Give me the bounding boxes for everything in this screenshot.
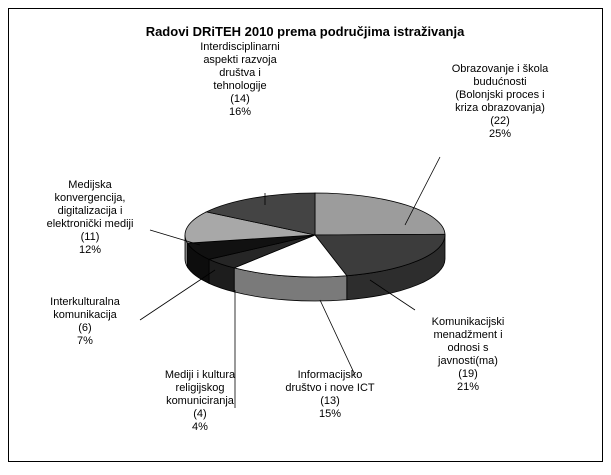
percentage-label: 15% [319, 408, 341, 420]
category-label: Komunikacijski menadžment i odnosi s javnos… [432, 316, 505, 367]
leader-line [404, 156, 441, 226]
percentage-label: 21% [457, 381, 479, 393]
value-label: (22) [490, 115, 510, 127]
chart-title: Radovi DRiTEH 2010 prema područjima istr… [146, 24, 465, 39]
percentage-label: 12% [79, 244, 101, 256]
slice [232, 234, 348, 278]
slice [184, 211, 316, 244]
percentage-label: 4% [192, 421, 208, 433]
category-label: Interdisciplinarni aspekti razvoja društva… [200, 41, 279, 92]
category-label: Mediji i kultura religijskog komuniciranja [165, 369, 236, 407]
percentage-label: 16% [229, 106, 251, 118]
slice [314, 233, 446, 277]
category-label: Interkulturalna komunikacija [50, 296, 121, 321]
value-label: (14) [230, 93, 250, 105]
category-label: Obrazovanje i škola budućnosti (Bolonjski … [452, 63, 549, 114]
leader-line [139, 269, 216, 321]
percentage-label: 25% [489, 128, 511, 140]
value-label: (6) [78, 322, 91, 334]
value-label: (13) [320, 395, 340, 407]
leader-line [149, 229, 201, 246]
slice [314, 192, 446, 236]
category-label: Informacijsko društvo i nove ICT [285, 369, 375, 394]
value-label: (19) [458, 368, 478, 380]
category-label: Medijska konvergencija, digitalizacija i el… [47, 179, 134, 230]
percentage-label: 7% [77, 335, 93, 347]
value-label: (4) [193, 408, 206, 420]
slice [205, 192, 316, 236]
value-label: (11) [81, 231, 100, 243]
leader-line [319, 299, 356, 376]
leader-line [369, 279, 416, 311]
